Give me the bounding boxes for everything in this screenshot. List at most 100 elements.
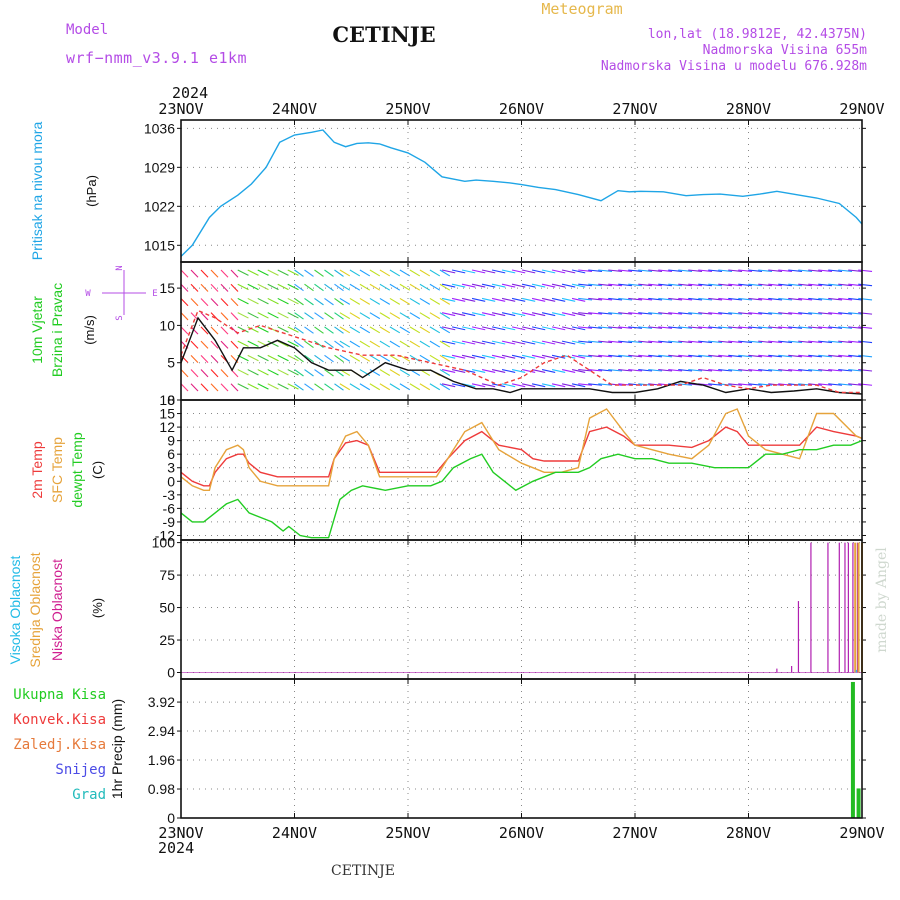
wind-barb [728,312,743,315]
wind-barb [409,283,421,291]
wind-barb [798,297,813,301]
wind-barb [608,283,623,287]
wind-barb [818,354,833,358]
wind-barb [339,312,351,320]
wind-barb [220,340,229,349]
wind-barb [648,312,663,315]
wind-barb [247,354,259,362]
wind-barb [247,269,259,276]
wind-barb [738,269,753,273]
wind-barb [190,326,199,335]
wind-barb [628,312,643,315]
wind-barb [678,326,693,329]
wind-barb [728,369,743,372]
wind-barb [304,369,314,377]
wind-barb [359,340,371,348]
wind-barb [294,383,304,391]
wind-barb [588,297,603,301]
wind-barb [531,297,546,302]
wind-barb [210,283,219,292]
wind-barb [247,369,259,376]
wind-barb [858,340,873,344]
wind-barb [768,312,783,315]
wind-barb [678,340,693,344]
wind-barb [501,269,516,274]
wind-barb [828,326,843,329]
wind-barb [718,354,733,358]
wind-barb [818,269,833,273]
wind-barb [541,312,556,317]
wind-barb [521,269,536,274]
wind-barb [858,354,873,358]
wind-barb [668,269,683,273]
wind-barb [441,383,456,388]
wind-barb [858,369,873,372]
wind-barb [678,283,693,287]
wind-barb [758,269,773,273]
wind-barb [409,340,421,348]
wind-barb [808,354,823,358]
wind-barb [571,383,586,388]
top-date-label: 24NOV [272,100,317,118]
wind-barb [598,269,613,273]
wind-barb [708,269,723,273]
wind-barb [359,283,371,291]
wind-barb [828,340,843,344]
wind-barb [409,326,421,334]
wind-barb [628,354,643,358]
wind-barb [778,283,793,287]
wind-barb [718,369,733,372]
wind-barb [511,340,526,345]
wind-barb [688,326,703,329]
wind-barb [287,297,299,305]
wind-barb [571,312,586,317]
wind-barb [778,354,793,358]
wind-barb [588,369,603,372]
wind-barb [257,283,269,291]
wind-barb [778,326,793,329]
temp2m-label: 2m Temp [29,441,45,499]
wind-barb [461,297,476,302]
y-tick-label: 25 [159,632,175,648]
top-date-label: 23NOV [158,100,203,118]
wind-barb [828,369,843,372]
wind-barb [638,312,653,315]
wind-barb [588,312,603,315]
wind-barb [359,269,371,277]
bottom-date-label: 25NOV [385,824,430,842]
precip-label-text: 1hr Precip [109,735,125,799]
wind-barb [718,297,733,301]
wind-barb [267,312,279,319]
y-tick-label: 50 [159,600,175,616]
wind-barb [257,326,269,333]
wind-barb [471,354,486,359]
wind-barb [848,297,863,301]
wind-barb [598,354,613,358]
wind-barb [708,369,723,372]
wind-barb [738,383,753,386]
y-tick-label: 100 [152,535,176,551]
wind-barb [628,269,643,273]
wind-barb [314,283,324,292]
wind-barb [561,283,576,288]
wind-barb [788,369,803,372]
wind-barb [471,383,486,388]
wind-barb [838,283,853,287]
wind-barb [294,340,304,348]
wind-barb [748,326,763,329]
wind-barb [334,297,344,306]
wind-barb [501,312,516,317]
wind-barb [758,369,773,372]
wind-barb [324,340,334,348]
y-tick-label: -12 [155,527,175,543]
wind-barb [349,340,361,348]
wind-barb [419,326,431,334]
top-date-label: 25NOV [385,100,430,118]
wind-barb [551,383,566,388]
wind-barb [247,383,259,390]
wind-barb [349,283,361,291]
wind-barb [359,354,371,362]
y-tick-label: 12 [159,419,175,435]
wind-barb [294,369,304,377]
wind-barb [748,369,763,372]
